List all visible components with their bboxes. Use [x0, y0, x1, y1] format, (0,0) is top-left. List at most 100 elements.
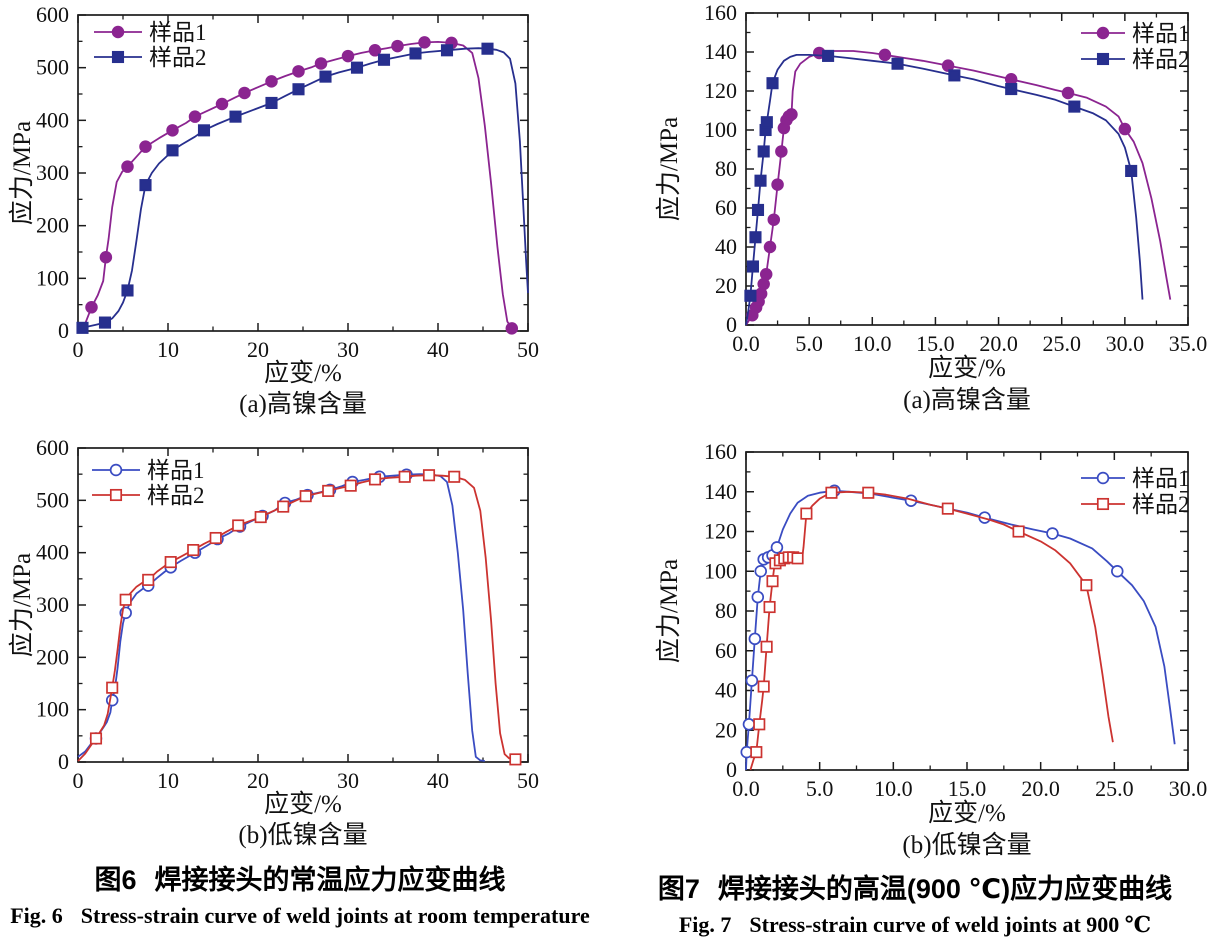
series-marker [377, 53, 391, 66]
x-axis: 0 10 20 30 40 50 [73, 448, 539, 793]
series-marker [166, 124, 179, 137]
series-marker [760, 116, 773, 129]
series-2 [744, 49, 1144, 326]
series-2 [77, 469, 522, 766]
y-tick-label: 0 [58, 749, 69, 774]
series-marker [139, 179, 152, 192]
x-tick-label: 40 [427, 337, 449, 362]
legend-label: 样品2 [1132, 47, 1190, 72]
series-marker [948, 69, 961, 82]
series-marker [344, 479, 357, 492]
legend-label: 样品1 [1132, 466, 1190, 491]
y-tick-label: 300 [36, 160, 69, 185]
series-marker [751, 590, 765, 604]
y-tick-label: 0 [726, 312, 737, 337]
series-marker [166, 144, 179, 157]
x-tick-label: 30 [337, 337, 359, 362]
y-tick-label: 80 [715, 598, 737, 623]
y-tick-label: 100 [36, 265, 69, 290]
y-tick-label: 40 [715, 678, 737, 703]
figure7-cn-title: 焊接接头的高温(900 ℃)应力应变曲线 [717, 874, 1173, 904]
series-marker [760, 640, 773, 653]
y-tick-label: 600 [36, 2, 69, 27]
series-marker [139, 140, 152, 153]
plot-border [745, 12, 1189, 326]
y-tick-label: 20 [715, 717, 737, 742]
series-line [77, 474, 516, 762]
legend-label: 样品2 [1132, 492, 1190, 517]
figure6a-chart: 0 10 20 30 40 500100200300400500600应变/%应力/MPa… [8, 2, 539, 418]
x-tick-label: 0 [73, 768, 84, 793]
series-marker [98, 316, 112, 329]
series-marker [775, 145, 788, 158]
series-marker [440, 44, 454, 57]
x-tick-label: 30.0 [1169, 776, 1208, 801]
series-marker [265, 96, 278, 110]
series-marker [754, 174, 767, 187]
legend-marker [111, 25, 125, 39]
series-marker [292, 83, 305, 96]
figure7-panel-b: 0.0 5.0 10.0 15.0 20.0 25.0 30.0 0 20 40 60 80 100 12… [615, 430, 1215, 937]
series-marker [121, 160, 134, 173]
figure7-cn-label: 图7 [657, 874, 700, 904]
series-marker [76, 321, 89, 334]
series-marker [254, 511, 267, 524]
series-marker [1012, 525, 1025, 538]
x-axis-title: 应变/% [264, 790, 342, 818]
legend-label: 样品1 [1132, 21, 1190, 46]
x-tick-label: 10.0 [874, 776, 913, 801]
series-marker [391, 39, 404, 53]
series-2 [749, 486, 1114, 771]
x-tick-label: 20.0 [1021, 776, 1060, 801]
x-axis-title: 应变/% [928, 799, 1006, 827]
y-tick-label: 600 [36, 435, 69, 460]
series-marker [197, 124, 211, 137]
figure7-panel-a: 0.0 5.0 10.0 15.0 20.0 25.0 30.0 35.0 0 20 40 60 80 1… [615, 0, 1215, 430]
series-marker [481, 42, 494, 55]
series-marker [941, 59, 955, 72]
y-tick-label: 140 [704, 39, 737, 64]
series-marker [746, 260, 759, 273]
x-axis: 0 10 20 30 40 50 [73, 15, 539, 362]
series-marker [750, 746, 763, 759]
series-marker [187, 543, 200, 557]
legend-label: 样品2 [149, 45, 207, 70]
series-marker [409, 47, 422, 60]
y-tick-label: 200 [36, 213, 69, 238]
series-marker [106, 681, 119, 694]
y-tick-label: 120 [704, 78, 737, 103]
y-tick-label: 400 [36, 107, 69, 132]
y-tick-label: 120 [704, 519, 737, 544]
series-marker [748, 632, 762, 646]
x-tick-label: 25.0 [1095, 776, 1134, 801]
legend-marker [109, 463, 123, 477]
series-line [745, 54, 1144, 326]
series-marker [749, 231, 762, 244]
figure6-en-title: Stress-strain curve of weld joints at ro… [80, 903, 590, 928]
x-axis-title: 应变/% [928, 354, 1006, 382]
series-marker [759, 268, 773, 281]
series-marker [1111, 565, 1124, 578]
legend-marker [109, 488, 123, 502]
y-tick-label: 500 [36, 55, 69, 80]
x-tick-label: 25.0 [1042, 331, 1081, 356]
series-1 [77, 468, 485, 762]
series-marker [757, 145, 770, 158]
x-tick-label: 50 [517, 768, 539, 793]
x-tick-label: 20 [247, 768, 269, 793]
series-marker [422, 469, 436, 482]
series-2 [76, 42, 529, 334]
series-marker [164, 556, 177, 569]
y-tick-label: 100 [704, 117, 737, 142]
x-tick-label: 0.0 [732, 331, 760, 356]
y-tick-label: 60 [715, 195, 737, 220]
figure6-cn-title: 焊接接头的常温应力应变曲线 [154, 865, 506, 895]
series-marker [89, 732, 103, 745]
figure7b-chart: 0.0 5.0 10.0 15.0 20.0 25.0 30.0 0 20 40 60 80 100 12… [655, 439, 1208, 859]
figure6-en-caption: Fig. 6 Stress-strain curve of weld joints… [0, 901, 600, 931]
series-marker [238, 86, 251, 100]
panel-caption: (a)高镍含量 [903, 386, 1031, 414]
series-marker [1068, 100, 1081, 113]
